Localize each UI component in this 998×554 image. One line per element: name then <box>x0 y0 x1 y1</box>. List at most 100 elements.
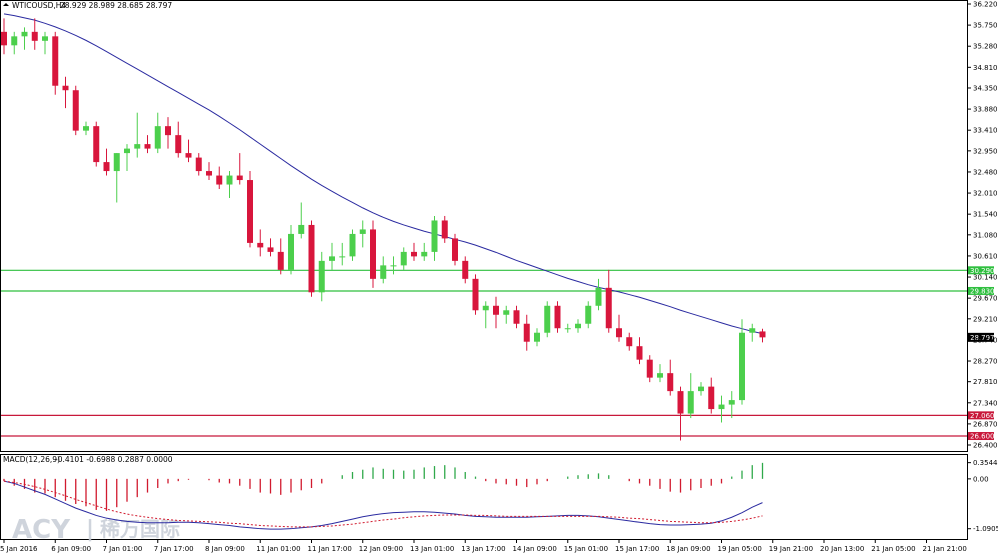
candle <box>103 148 110 176</box>
candle <box>31 18 38 50</box>
candle <box>698 382 704 396</box>
level-label-bg <box>968 286 994 295</box>
candle-body <box>1 31 7 46</box>
price-tick-label: 35.280 <box>973 43 998 51</box>
candle <box>1 18 7 55</box>
candle-body <box>72 90 79 131</box>
candle-body <box>739 332 745 401</box>
level-label: 26.600 <box>970 433 995 441</box>
candle <box>400 247 407 270</box>
candle-body <box>575 323 581 329</box>
candle-body <box>636 346 643 360</box>
candle <box>575 319 581 333</box>
candle <box>154 112 161 154</box>
candle-body <box>523 323 530 342</box>
price-tick-label: 33.880 <box>973 106 998 114</box>
candle <box>370 220 376 288</box>
price-tick-label: 27.340 <box>973 399 998 407</box>
candle <box>277 238 284 275</box>
macd-values: -0.4101 -0.6988 0.2887 0.0000 <box>55 455 173 464</box>
price-tick-label: 32.010 <box>973 190 998 198</box>
candle-body <box>728 400 735 405</box>
candle-body <box>185 153 192 158</box>
candle-body <box>759 331 766 338</box>
time-tick-label: 19 Jan 21:00 <box>769 545 813 553</box>
time-tick-label: 15 Jan 01:00 <box>564 545 608 553</box>
candle-body <box>380 265 387 279</box>
candle <box>21 27 28 50</box>
candle <box>759 328 766 343</box>
candle <box>667 359 674 396</box>
macd-line <box>3 480 763 530</box>
candle <box>482 301 489 329</box>
candle-body <box>534 332 540 342</box>
level-label: 30.290 <box>970 267 995 275</box>
candle-body <box>698 386 704 392</box>
candle <box>462 256 469 284</box>
candle-body <box>318 260 325 293</box>
candle-body <box>441 220 448 239</box>
candle-body <box>708 386 715 410</box>
candle <box>329 242 335 270</box>
candle <box>513 305 520 329</box>
candle-body <box>298 224 305 234</box>
candle-body <box>339 256 346 258</box>
macd-tick-label: 0.00 <box>973 475 989 483</box>
time-tick-label: 21 Jan 05:00 <box>871 545 915 553</box>
macd-tick-label: -1.0905 <box>973 525 998 533</box>
macd-panel-frame <box>0 454 968 540</box>
candle <box>626 332 633 351</box>
candle-body <box>93 126 100 163</box>
candle <box>380 256 387 284</box>
time-tick-label: 13 Jan 17:00 <box>461 545 505 553</box>
candle <box>728 391 735 419</box>
price-axis: 36.220 35.750 35.280 34.810 34.350 33.880 33.4… <box>967 1 998 450</box>
candle-body <box>667 373 674 392</box>
current-price-bg <box>968 332 994 342</box>
candle-body <box>554 305 561 329</box>
time-tick-label: 7 Jan 17:00 <box>154 545 194 553</box>
candle-body <box>83 126 89 131</box>
candle <box>390 256 397 275</box>
time-tick-label: 7 Jan 01:00 <box>103 545 143 553</box>
candle <box>749 323 756 342</box>
candle-body <box>605 287 612 329</box>
watermark-cjk: 稀万国际 <box>100 517 180 541</box>
candle-body <box>62 85 69 91</box>
candle <box>144 135 151 154</box>
candle-body <box>226 175 233 185</box>
candle <box>72 85 79 136</box>
price-tick-label: 31.080 <box>973 231 998 239</box>
candle <box>62 76 69 109</box>
time-tick-label: 21 Jan 21:00 <box>923 545 967 553</box>
candle <box>11 31 18 55</box>
candle-body <box>482 305 489 311</box>
price-header: WTICOUSD,H4 28.929 28.989 28.685 28.797 <box>3 1 172 10</box>
candle-body <box>11 36 18 46</box>
macd-indicator <box>3 462 764 530</box>
candle-body <box>411 251 417 257</box>
candle <box>677 386 684 441</box>
candle-body <box>247 180 253 243</box>
moving-average <box>3 13 763 335</box>
candle-body <box>677 391 684 414</box>
price-tick-label: 31.540 <box>973 211 998 219</box>
candle <box>339 242 346 266</box>
candle-body <box>452 238 458 261</box>
candle <box>718 395 725 423</box>
candle <box>564 323 571 333</box>
price-tick-label: 34.810 <box>973 64 998 72</box>
candle-body <box>626 337 633 347</box>
candle <box>708 377 715 414</box>
candle-body <box>595 287 602 306</box>
candle-body <box>277 251 284 270</box>
candle-body <box>144 144 151 149</box>
time-axis: 5 Jan 2016 6 Jan 09:00 7 Jan 01:00 7 Jan 17… <box>0 539 967 553</box>
price-tick-label: 26.870 <box>973 420 998 428</box>
price-tick-label: 35.750 <box>973 22 998 30</box>
candle-body <box>390 265 397 267</box>
watermark-separator: | <box>86 517 94 542</box>
candle-body <box>267 247 274 252</box>
time-tick-label: 12 Jan 09:00 <box>359 545 403 553</box>
